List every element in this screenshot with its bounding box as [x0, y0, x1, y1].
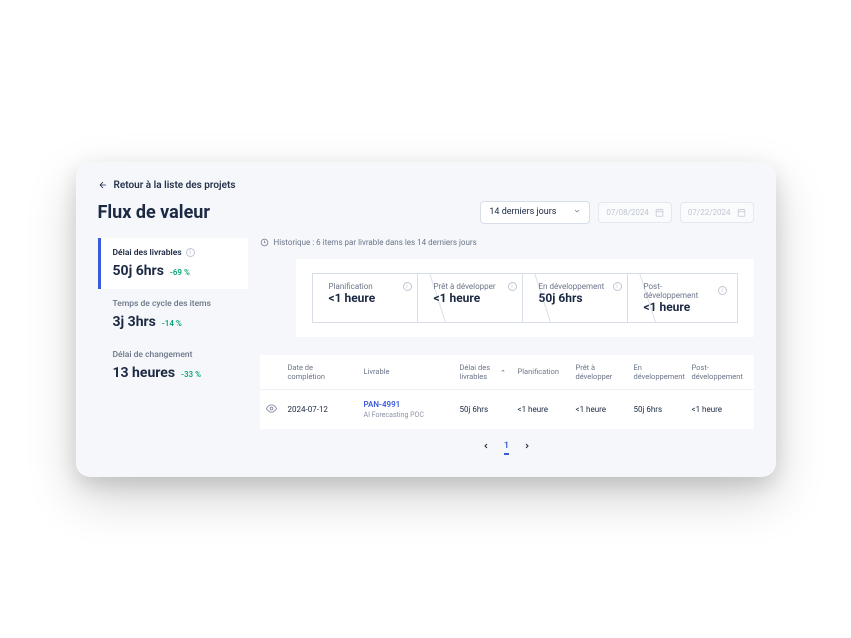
cell-lead: 50j 6hrs: [454, 395, 512, 424]
cell-date: 2024-07-12: [282, 395, 358, 424]
stage-ready[interactable]: Prêt à développer i <1 heure: [417, 273, 528, 323]
date-to-input[interactable]: 07/22/2024: [680, 202, 754, 223]
col-post[interactable]: Post-développement: [686, 355, 744, 389]
metric-label: Délai de changement: [113, 350, 236, 360]
col-planning[interactable]: Planification: [512, 359, 570, 384]
stage-value: <1 heure: [329, 291, 412, 305]
history-text: Historique : 6 items par livrable dans l…: [274, 238, 477, 247]
info-icon: i: [613, 282, 622, 291]
eye-icon: [266, 403, 277, 414]
content: Historique : 6 items par livrable dans l…: [260, 238, 754, 457]
deliverable-link[interactable]: PAN-4991: [364, 400, 401, 409]
stage-label: Planification i: [329, 282, 412, 291]
sort-asc-icon: [500, 367, 506, 376]
stage-label: Prêt à développer i: [434, 282, 517, 291]
date-from-input[interactable]: 07/08/2024: [598, 202, 672, 223]
info-icon: i: [403, 282, 412, 291]
col-lead[interactable]: Délai des livrables: [454, 355, 512, 389]
cell-post: <1 heure: [686, 395, 744, 424]
history-icon: [260, 238, 269, 247]
chevron-down-icon: [573, 207, 581, 218]
metric-card-cycle-time[interactable]: Temps de cycle des items 3j 3hrs -14 %: [98, 289, 248, 340]
col-date[interactable]: Date de complétion: [282, 355, 358, 389]
stage-value: <1 heure: [434, 291, 517, 305]
date-range-label: 14 derniers jours: [489, 207, 556, 217]
stage-label: Post-développement i: [644, 282, 727, 300]
date-from-value: 07/08/2024: [606, 208, 649, 217]
metric-card-lead-time[interactable]: Délai des livrables i 50j 6hrs -69 %: [98, 238, 248, 289]
app-window: Retour à la liste des projets Flux de va…: [76, 162, 776, 477]
history-note: Historique : 6 items par livrable dans l…: [260, 238, 754, 247]
stage-planning[interactable]: Planification i <1 heure: [312, 273, 423, 323]
stage-value: 50j 6hrs: [539, 291, 622, 305]
date-to-value: 07/22/2024: [688, 208, 731, 217]
arrow-left-icon: [98, 180, 108, 190]
metric-value: 50j 6hrs: [113, 263, 164, 279]
metric-label: Délai des livrables i: [113, 248, 236, 258]
cell-deliverable: PAN-4991 AI Forecasting POC: [358, 390, 454, 429]
metric-label: Temps de cycle des items: [113, 299, 236, 309]
stage-flow: Planification i <1 heure Prêt à développ…: [296, 259, 754, 337]
info-icon: i: [718, 286, 727, 295]
back-label: Retour à la liste des projets: [114, 180, 236, 191]
metric-delta: -33 %: [181, 370, 201, 379]
metric-value: 13 heures: [113, 365, 176, 381]
table-header: Date de complétion Livrable Délai des li…: [260, 355, 754, 389]
calendar-icon: [737, 208, 746, 217]
page-prev-button[interactable]: [482, 442, 490, 453]
metric-value: 3j 3hrs: [113, 314, 156, 330]
info-icon: i: [508, 282, 517, 291]
main: Délai des livrables i 50j 6hrs -69 % Tem…: [98, 238, 754, 457]
page-next-button[interactable]: [523, 442, 531, 453]
col-deliverable[interactable]: Livrable: [358, 359, 454, 384]
calendar-icon: [655, 208, 664, 217]
date-range-dropdown[interactable]: 14 derniers jours: [480, 201, 590, 224]
cell-dev: 50j 6hrs: [628, 395, 686, 424]
table-row: 2024-07-12 PAN-4991 AI Forecasting POC 5…: [260, 389, 754, 429]
back-link[interactable]: Retour à la liste des projets: [98, 180, 754, 191]
page-title: Flux de valeur: [98, 202, 210, 223]
metric-delta: -69 %: [170, 268, 190, 277]
info-icon: i: [186, 248, 195, 257]
deliverables-table: Date de complétion Livrable Délai des li…: [260, 355, 754, 429]
stage-dev[interactable]: En développement i 50j 6hrs: [522, 273, 633, 323]
stage-post[interactable]: Post-développement i <1 heure: [627, 273, 738, 323]
col-dev[interactable]: En développement: [628, 355, 686, 389]
cell-ready: <1 heure: [570, 395, 628, 424]
view-row-button[interactable]: [260, 393, 282, 426]
page-current[interactable]: 1: [504, 441, 509, 455]
header-controls: 14 derniers jours 07/08/2024 07/22/2024: [480, 201, 753, 224]
stage-label: En développement i: [539, 282, 622, 291]
metric-delta: -14 %: [162, 319, 182, 328]
metrics-sidebar: Délai des livrables i 50j 6hrs -69 % Tem…: [98, 238, 248, 457]
pagination: 1: [260, 429, 754, 457]
cell-planning: <1 heure: [512, 395, 570, 424]
deliverable-subtitle: AI Forecasting POC: [364, 411, 448, 419]
col-ready[interactable]: Prêt à développer: [570, 355, 628, 389]
metric-card-change-delay[interactable]: Délai de changement 13 heures -33 %: [98, 340, 248, 391]
header: Flux de valeur 14 derniers jours 07/08/2…: [98, 201, 754, 224]
stage-value: <1 heure: [644, 300, 727, 314]
